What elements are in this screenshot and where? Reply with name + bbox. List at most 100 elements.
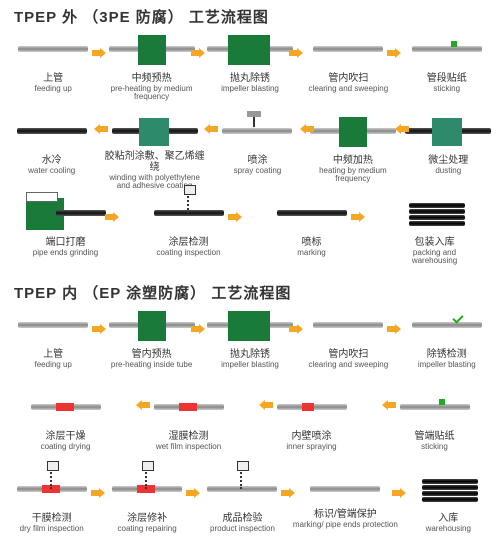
step-icon xyxy=(12,113,92,149)
step-label-en: dry film inspection xyxy=(20,525,84,533)
process-step: 水冷water cooling xyxy=(7,113,97,175)
step-label-cn: 端口打磨 xyxy=(46,233,86,248)
step-icon xyxy=(313,113,393,149)
arrow-icon xyxy=(228,209,242,219)
step-icon xyxy=(272,389,352,425)
step-label-cn: 涂层修补 xyxy=(127,509,167,524)
step-label-cn: 湿膜检测 xyxy=(169,427,209,442)
process-step: 涂层检测coating inspection xyxy=(144,195,234,257)
step-icon xyxy=(305,471,385,507)
step-label-en: pre-heating inside tube xyxy=(111,361,192,369)
process-step: 喷标marking xyxy=(267,195,357,257)
process-step: 微尘处理dusting xyxy=(403,113,493,175)
step-label-en: clearing and sweeping xyxy=(309,85,389,93)
arrow-icon xyxy=(387,321,401,331)
step-label-cn: 成品检验 xyxy=(222,509,262,524)
step-label-en: product inspection xyxy=(210,525,275,533)
step-icon xyxy=(107,471,187,507)
step-icon xyxy=(112,31,192,67)
step-label-cn: 抛丸除锈 xyxy=(230,69,270,84)
step-icon xyxy=(272,195,352,231)
process-step: 上管feeding up xyxy=(8,307,98,369)
step-label-en: sticking xyxy=(433,85,460,93)
step-label-en: packing and warehousing xyxy=(390,249,480,266)
process-step: 入库warehousing xyxy=(403,471,493,533)
process-row: 端口打磨pipe ends grinding 涂层检测coating inspec… xyxy=(0,195,500,277)
step-label-cn: 涂层干燥 xyxy=(46,427,86,442)
step-icon xyxy=(26,195,106,231)
step-icon xyxy=(408,113,488,149)
step-label-cn: 胶粘剂涂敷、聚乙烯缠绕 xyxy=(102,151,207,173)
process-step: 干膜检测dry film inspection xyxy=(7,471,97,533)
step-icon xyxy=(149,389,229,425)
arrow-icon xyxy=(204,127,218,137)
step-icon xyxy=(395,389,475,425)
step-icon xyxy=(26,389,106,425)
step-label-en: wet film inspection xyxy=(156,443,221,451)
arrow-icon xyxy=(387,45,401,55)
section-outer: TPEP 外 （3PE 防腐） 工艺流程图 上管feeding up中频预热pr… xyxy=(0,0,500,270)
step-label-en: warehousing xyxy=(426,525,471,533)
process-step: 管内吹扫clearing and sweeping xyxy=(303,307,393,369)
step-label-cn: 中频加热 xyxy=(333,151,373,166)
step-icon xyxy=(407,31,487,67)
process-step: 端口打磨pipe ends grinding xyxy=(21,195,111,257)
arrow-icon xyxy=(191,45,205,55)
step-label-en: coating repairing xyxy=(118,525,177,533)
process-row: 水冷water cooling胶粘剂涂敷、聚乙烯缠绕winding with p… xyxy=(0,113,500,195)
step-icon xyxy=(115,113,195,149)
step-label-cn: 喷涂 xyxy=(247,151,267,166)
step-label-cn: 除锈检测 xyxy=(427,345,467,360)
step-icon xyxy=(217,113,297,149)
step-icon xyxy=(12,471,92,507)
process-step: 内壁喷涂inner spraying xyxy=(267,389,357,451)
step-label-en: feeding up xyxy=(35,361,72,369)
process-step: 喷涂spray coating xyxy=(212,113,302,175)
step-label-cn: 上管 xyxy=(43,69,63,84)
process-step: 湿膜检测wet film inspection xyxy=(144,389,234,451)
arrow-icon xyxy=(300,127,314,137)
step-label-en: impeller blasting xyxy=(221,361,279,369)
step-icon xyxy=(308,307,388,343)
process-row: 上管feeding up中频预热pre-heating by medium fr… xyxy=(0,31,500,113)
step-label-cn: 内壁喷涂 xyxy=(292,427,332,442)
process-step: 成品检验product inspection xyxy=(197,471,287,533)
step-label-cn: 管端贴纸 xyxy=(415,427,455,442)
step-label-cn: 管内预热 xyxy=(132,345,172,360)
arrow-icon xyxy=(105,209,119,219)
step-label-en: impeller blasting xyxy=(418,361,476,369)
step-label-cn: 干膜检测 xyxy=(32,509,72,524)
step-label-cn: 标识/管端保护 xyxy=(314,509,377,520)
step-icon xyxy=(210,307,290,343)
process-step: 涂层干燥coating drying xyxy=(21,389,111,451)
process-step: 胶粘剂涂敷、聚乙烯缠绕winding with polyethylene and… xyxy=(102,113,207,191)
arrow-icon xyxy=(92,45,106,55)
process-step: 标识/管端保护marking/ pipe ends protection xyxy=(293,471,398,529)
arrow-icon xyxy=(92,321,106,331)
step-label-cn: 上管 xyxy=(43,345,63,360)
step-icon xyxy=(112,307,192,343)
step-label-en: coating inspection xyxy=(156,249,220,257)
step-icon xyxy=(408,471,488,507)
step-icon xyxy=(13,307,93,343)
process-row: 涂层干燥coating drying 湿膜检测wet film inspectio… xyxy=(0,389,500,471)
arrow-icon xyxy=(289,321,303,331)
step-label-cn: 中频预热 xyxy=(132,69,172,84)
step-icon xyxy=(395,195,475,231)
title-outer: TPEP 外 （3PE 防腐） 工艺流程图 xyxy=(0,0,500,31)
step-icon xyxy=(202,471,282,507)
step-label-en: water cooling xyxy=(28,167,75,175)
step-label-en: impeller blasting xyxy=(221,85,279,93)
step-icon xyxy=(407,307,487,343)
step-label-cn: 抛丸除锈 xyxy=(230,345,270,360)
step-label-en: marking xyxy=(297,249,325,257)
step-icon xyxy=(149,195,229,231)
process-step: 上管feeding up xyxy=(8,31,98,93)
step-label-cn: 微尘处理 xyxy=(428,151,468,166)
step-label-cn: 入库 xyxy=(438,509,458,524)
step-label-en: coating drying xyxy=(41,443,91,451)
arrow-icon xyxy=(351,209,365,219)
process-step: 抛丸除锈impeller blasting xyxy=(205,307,295,369)
process-step: 管段贴纸sticking xyxy=(402,31,492,93)
arrow-icon xyxy=(289,45,303,55)
